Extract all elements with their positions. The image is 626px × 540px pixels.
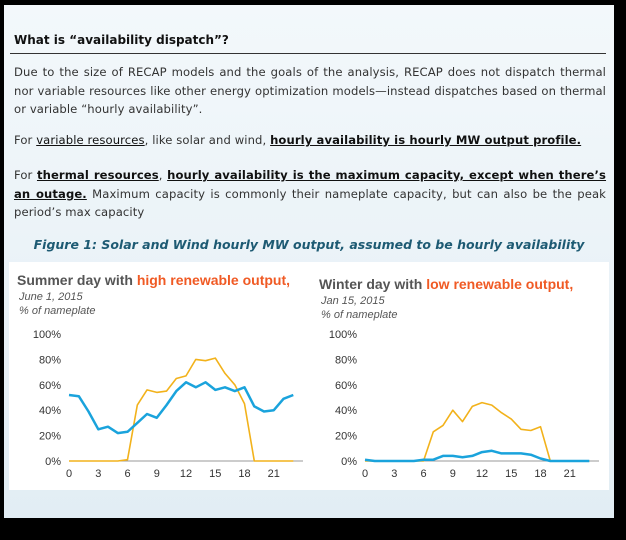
y-tick-label: 0%	[341, 456, 357, 468]
x-tick-label: 18	[534, 468, 546, 480]
heading-divider	[10, 53, 606, 54]
figure-caption: Figure 1: Solar and Wind hourly MW outpu…	[33, 237, 585, 252]
chart-winter-unit: % of nameplate	[321, 309, 398, 321]
paragraph-thermal: For thermal resources, hourly availabili…	[14, 166, 606, 222]
text-span: , like solar and wind,	[144, 133, 271, 147]
chart-summer-title: Summer day with high renewable output,	[17, 272, 290, 288]
y-tick-label: 100%	[33, 329, 61, 341]
chart-title-text: Winter day with	[319, 276, 427, 292]
chart-title-text: Summer day with	[17, 272, 137, 288]
y-tick-label: 60%	[39, 380, 61, 392]
chart-winter-plot: 0% 20% 40% 60% 80% 100% 0 3 6 9 12 15 18 21	[329, 329, 599, 480]
charts-area: Summer day with high renewable output, J…	[9, 262, 609, 490]
x-tick-label: 15	[505, 468, 517, 480]
x-tick-label: 18	[238, 468, 250, 480]
text-span: For	[14, 168, 37, 182]
y-tick-label: 80%	[335, 354, 357, 366]
paragraph-intro: Due to the size of RECAP models and the …	[14, 65, 606, 116]
y-tick-label: 100%	[329, 329, 357, 341]
y-tick-label: 40%	[39, 405, 61, 417]
chart-winter-title: Winter day with low renewable output,	[319, 276, 573, 292]
x-tick-label: 12	[476, 468, 488, 480]
series-line-solar	[69, 357, 294, 462]
thermal-resources-term: thermal resources	[36, 168, 159, 182]
y-tick-label: 0%	[45, 456, 61, 468]
x-tick-label: 0	[66, 468, 72, 480]
x-tick-label: 3	[95, 468, 101, 480]
x-tick-label: 21	[268, 468, 280, 480]
series-line-wind	[68, 381, 294, 435]
x-tick-label: 6	[124, 468, 130, 480]
chart-summer-plot: 0% 20% 40% 60% 80% 100% 0 3 6 9 12 15 18 21	[33, 329, 303, 480]
x-tick-label: 0	[362, 468, 368, 480]
variable-availability-statement: hourly availability is hourly MW output …	[270, 133, 582, 147]
x-tick-label: 6	[420, 468, 426, 480]
content-panel: What is “availability dispatch”? Due to …	[4, 5, 614, 518]
chart-title-highlight: high renewable output,	[136, 272, 291, 288]
chart-winter-date: Jan 15, 2015	[321, 295, 385, 307]
y-tick-label: 80%	[39, 354, 61, 366]
x-tick-label: 9	[154, 468, 160, 480]
series-line-solar	[365, 401, 590, 462]
x-tick-label: 3	[391, 468, 397, 480]
text-span: Maximum capacity is commonly their namep…	[14, 186, 606, 220]
x-tick-label: 12	[180, 468, 192, 480]
series-line-wind	[364, 449, 590, 463]
thermal-availability-statement: hourly availability is the maximum capac…	[14, 168, 607, 201]
text-span: ,	[158, 168, 168, 182]
y-tick-label: 40%	[335, 405, 357, 417]
variable-resources-term: variable resources	[36, 133, 145, 147]
chart-title-highlight: low renewable output,	[426, 276, 574, 292]
section-heading: What is “availability dispatch”?	[14, 33, 229, 47]
y-tick-label: 20%	[335, 431, 357, 443]
x-tick-label: 21	[564, 468, 576, 480]
chart-summer-unit: % of nameplate	[19, 305, 96, 317]
text-span: For	[14, 133, 37, 147]
chart-summer-date: June 1, 2015	[19, 291, 83, 303]
y-tick-label: 20%	[39, 431, 61, 443]
y-tick-label: 60%	[335, 380, 357, 392]
paragraph-variable: For variable resources, like solar and w…	[14, 131, 606, 150]
x-tick-label: 15	[209, 468, 221, 480]
x-tick-label: 9	[450, 468, 456, 480]
